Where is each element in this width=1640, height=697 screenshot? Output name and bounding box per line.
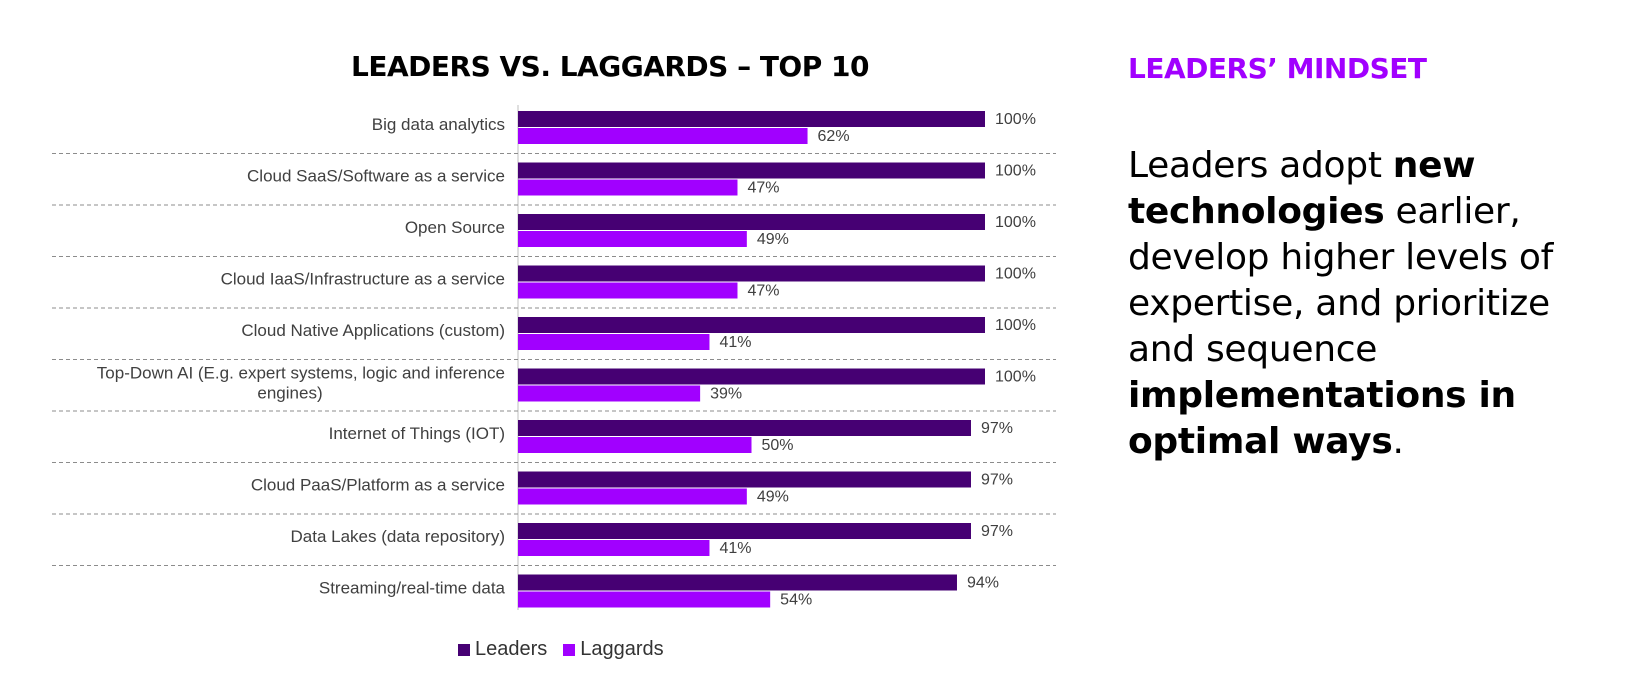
legend-swatch-laggards [563,643,576,656]
data-label-laggards: 62% [818,128,850,145]
bar-leaders [518,420,971,436]
category-label: Internet of Things (IOT) [329,424,505,443]
side-text-emphasis-1: new technologies [1128,145,1476,232]
bar-leaders [518,265,985,282]
bar-laggards [518,591,771,608]
side-text-emphasis-2: implementations in optimal ways [1128,375,1516,462]
legend-label-leaders: Leaders [475,638,548,660]
category-label: Open Source [405,218,505,237]
data-label-leaders: 97% [981,523,1013,540]
category-label: Big data analytics [372,115,505,134]
bar-laggards [518,540,710,556]
data-label-leaders: 100% [995,266,1036,283]
category-label-line-2: engines) [257,384,322,403]
data-label-laggards: 41% [719,540,751,557]
bar-laggards [518,128,808,144]
side-paragraph: Leaders adopt new technologies earlier, … [1128,143,1608,465]
bar-laggards [518,282,738,299]
data-label-laggards: 49% [757,489,789,506]
data-label-leaders: 100% [995,111,1036,128]
bar-leaders [518,471,971,488]
bar-chart: Big data analytics 100% 62% Cloud SaaS/Soft… [52,105,1056,610]
bar-leaders [518,317,985,333]
category-label: Cloud SaaS/Software as a service [247,167,505,186]
legend-label-laggards: Laggards [580,638,664,660]
category-label: Cloud PaaS/Platform as a service [251,476,505,495]
data-label-laggards: 47% [747,180,779,197]
bar-leaders [518,523,971,539]
data-label-leaders: 100% [995,214,1036,231]
bar-leaders [518,162,985,179]
data-label-leaders: 100% [995,369,1036,386]
bar-leaders [518,214,985,230]
chart-title: LEADERS VS. LAGGARDS – TOP 10 [351,50,869,83]
bar-laggards [518,437,752,453]
legend-item-laggards: Laggards [563,638,664,661]
data-label-laggards: 50% [762,437,794,454]
data-label-leaders: 97% [981,472,1013,489]
side-text-part-1: Leaders adopt [1128,145,1393,186]
bar-laggards [518,334,710,350]
bar-leaders [518,574,957,591]
bar-laggards [518,385,701,402]
data-label-leaders: 94% [967,575,999,592]
data-label-laggards: 49% [757,231,789,248]
category-label-line-1: Top-Down AI (E.g. expert systems, logic … [97,364,505,383]
category-label: Streaming/real-time data [319,579,506,598]
data-label-laggards: 41% [719,334,751,351]
side-text-part-2: earlier, develop higher levels of expert… [1128,191,1553,370]
data-label-leaders: 100% [995,317,1036,334]
legend-item-leaders: Leaders [458,638,547,661]
data-label-leaders: 97% [981,420,1013,437]
category-label: Cloud IaaS/Infrastructure as a service [221,270,505,289]
bar-laggards [518,231,747,247]
data-label-laggards: 39% [710,386,742,403]
bar-laggards [518,488,747,505]
bar-laggards [518,179,738,196]
side-text-part-3: . [1392,421,1404,462]
chart-legend: Leaders Laggards [458,638,680,661]
data-label-leaders: 100% [995,163,1036,180]
category-label: Data Lakes (data repository) [291,527,506,546]
bar-leaders [518,111,985,127]
data-label-laggards: 47% [747,283,779,300]
category-label: Cloud Native Applications (custom) [241,321,505,340]
side-heading: LEADERS’ MINDSET [1128,52,1427,85]
bar-leaders [518,368,985,385]
legend-swatch-leaders [458,643,470,656]
data-label-laggards: 54% [780,592,812,609]
